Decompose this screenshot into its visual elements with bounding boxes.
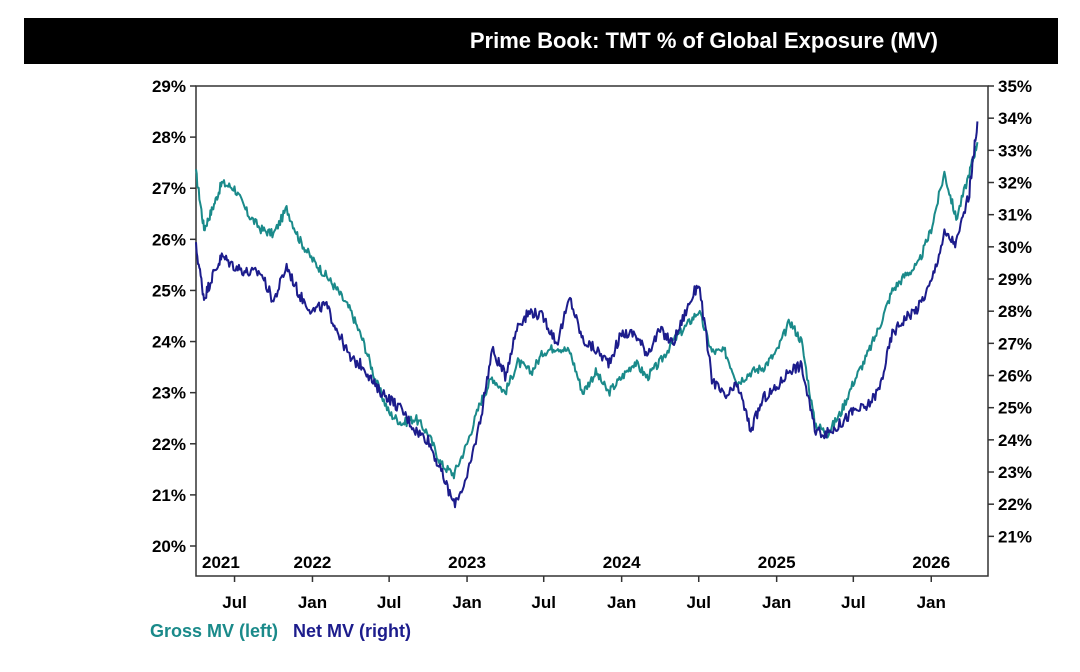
year-label: 2022 (294, 553, 332, 572)
year-label: 2021 (202, 553, 240, 572)
year-label: 2026 (912, 553, 950, 572)
plot-frame (195, 85, 989, 577)
right-tick-label: 33% (998, 141, 1032, 160)
x-tick-label: Jul (222, 593, 247, 612)
chart-title: Prime Book: TMT % of Global Exposure (MV… (24, 18, 1058, 64)
right-tick-label: 35% (998, 77, 1032, 96)
x-tick-label: Jan (762, 593, 791, 612)
left-tick-label: 20% (152, 537, 186, 556)
right-tick-label: 24% (998, 431, 1032, 450)
left-tick-label: 23% (152, 384, 186, 403)
right-tick-label: 28% (998, 302, 1032, 321)
x-tick-label: Jan (452, 593, 481, 612)
x-tick-label: Jul (377, 593, 402, 612)
legend-gross-mv: Gross MV (left) (150, 621, 279, 641)
x-tick-label: Jan (298, 593, 327, 612)
left-tick-label: 29% (152, 77, 186, 96)
left-tick-label: 24% (152, 333, 186, 352)
year-label: 2024 (603, 553, 641, 572)
net-mv-line (195, 121, 979, 509)
left-tick-label: 22% (152, 435, 186, 454)
right-tick-label: 23% (998, 463, 1032, 482)
right-tick-label: 26% (998, 367, 1032, 386)
year-label: 2023 (448, 553, 486, 572)
right-tick-label: 21% (998, 527, 1032, 546)
gross-mv-line (195, 142, 979, 480)
legend-net-mv: Net MV (right) (293, 621, 412, 641)
right-tick-label: 22% (998, 495, 1032, 514)
x-tick-label: Jan (607, 593, 636, 612)
left-tick-label: 27% (152, 179, 186, 198)
x-tick-label: Jan (917, 593, 946, 612)
left-tick-label: 28% (152, 128, 186, 147)
left-tick-label: 21% (152, 486, 186, 505)
right-tick-label: 29% (998, 270, 1032, 289)
year-label: 2025 (758, 553, 796, 572)
left-tick-label: 25% (152, 281, 186, 300)
right-tick-label: 25% (998, 399, 1032, 418)
x-tick-label: Jul (686, 593, 711, 612)
right-tick-label: 27% (998, 334, 1032, 353)
right-tick-label: 30% (998, 238, 1032, 257)
x-tick-label: Jul (531, 593, 556, 612)
right-tick-label: 32% (998, 174, 1032, 193)
left-tick-label: 26% (152, 230, 186, 249)
x-tick-label: Jul (841, 593, 866, 612)
right-tick-label: 31% (998, 206, 1032, 225)
legend: Gross MV (left) Net MV (right) (150, 621, 421, 642)
right-tick-label: 34% (998, 109, 1032, 128)
